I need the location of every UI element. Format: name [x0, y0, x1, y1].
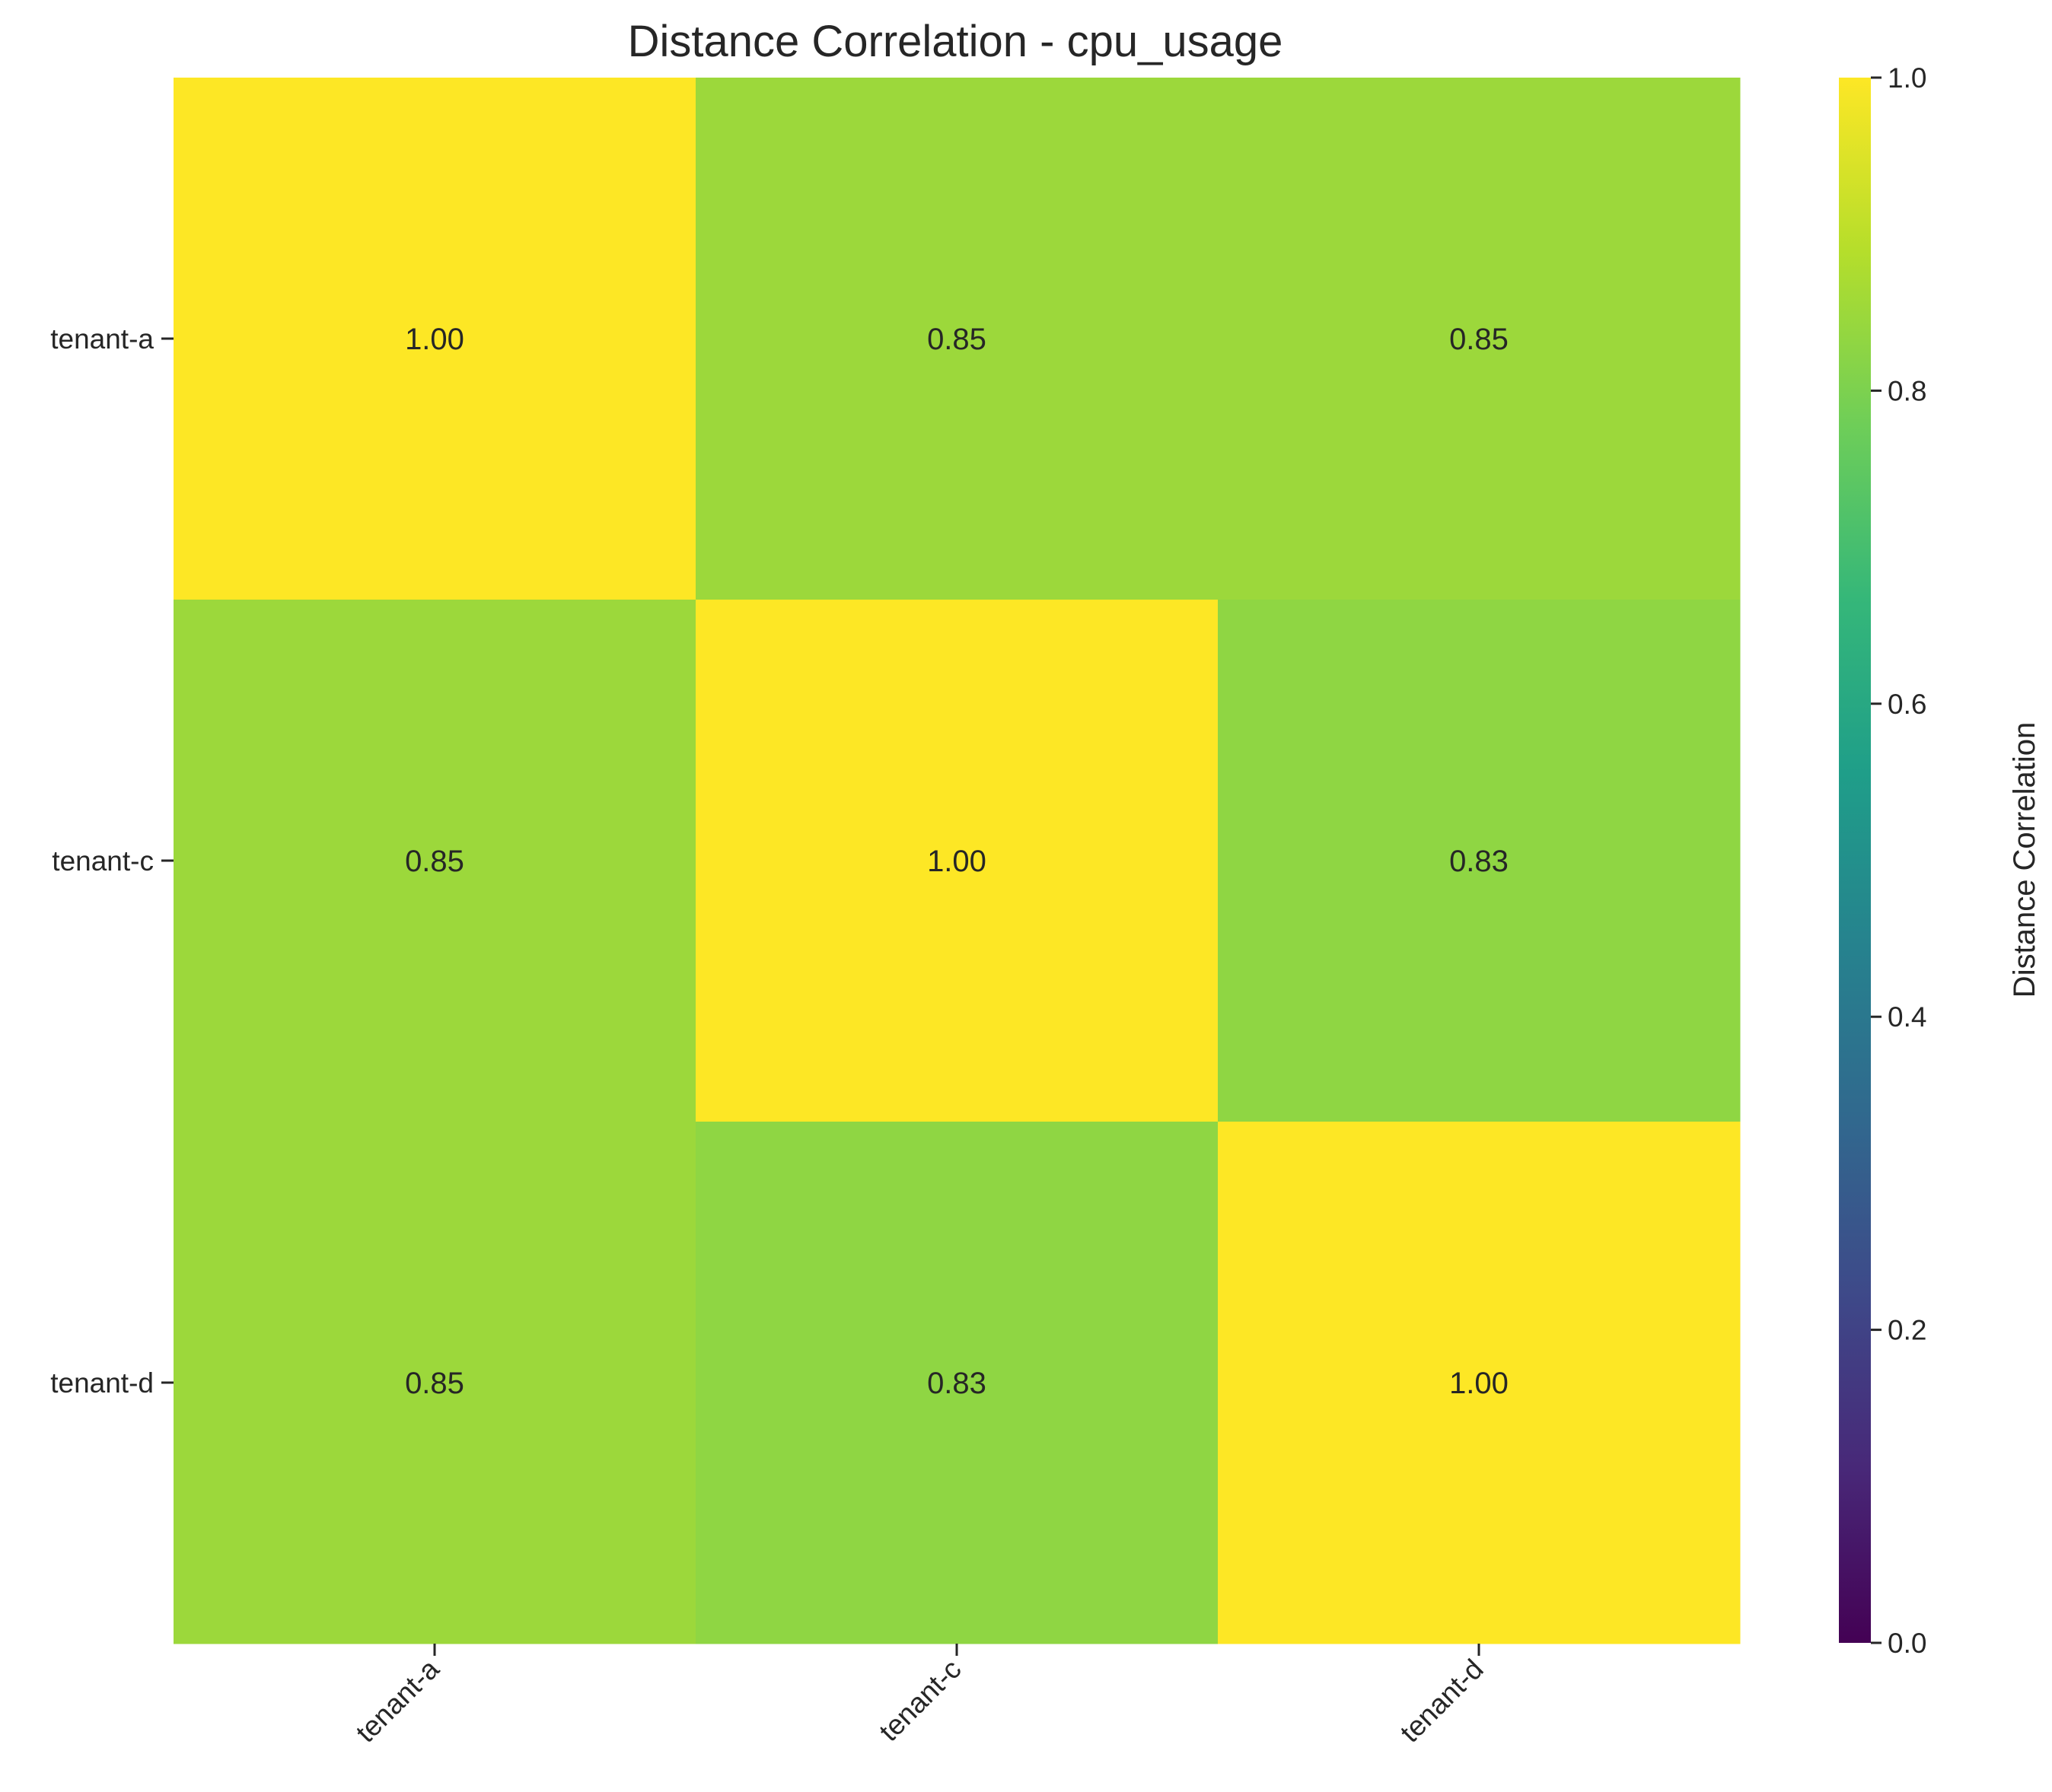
colorbar-label: Distance Correlation — [2008, 722, 2041, 998]
chart-title: Distance Correlation - cpu_usage — [628, 17, 1283, 66]
row-tick-label: tenant-d — [50, 1367, 154, 1399]
cell-value-label: 1.00 — [1449, 1367, 1509, 1400]
column-tick-label: tenant-a — [350, 1653, 445, 1748]
cell-value-label: 0.85 — [405, 1367, 464, 1400]
heatmap-cell-tenant-a-tenant-c — [696, 78, 1219, 600]
cell-value-label: 1.00 — [927, 845, 986, 878]
heatmap-cell-tenant-d-tenant-d — [1218, 1122, 1741, 1644]
heatmap-cell-tenant-c-tenant-a — [174, 600, 696, 1122]
colorbar-gradient — [1839, 78, 1871, 1643]
cell-value-label: 0.83 — [1449, 845, 1509, 878]
colorbar-tick-label: 0.0 — [1888, 1628, 1926, 1659]
heatmap-cell-tenant-d-tenant-c — [696, 1122, 1219, 1644]
heatmap-cell-tenant-d-tenant-a — [174, 1122, 696, 1644]
colorbar-tick-label: 0.4 — [1888, 1001, 1926, 1033]
colorbar-tick-label: 0.8 — [1888, 375, 1926, 406]
colorbar: 0.0 0.2 0.4 0.6 0.8 1.0 Distance Correlation — [1839, 62, 2041, 1659]
colorbar-tick-label: 1.0 — [1888, 62, 1926, 94]
row-tick-label: tenant-a — [50, 323, 154, 355]
heatmap-cell-tenant-a-tenant-a — [174, 78, 696, 600]
colorbar-tick-label: 0.2 — [1888, 1315, 1926, 1346]
column-tick-label: tenant-c — [873, 1654, 967, 1748]
column-axis: tenant-a tenant-c tenant-d — [350, 1644, 1490, 1749]
colorbar-tick-label: 0.6 — [1888, 689, 1926, 720]
cell-value-label: 0.85 — [405, 845, 464, 878]
cell-value-label: 0.85 — [927, 323, 986, 356]
colorbar-ticks: 0.0 0.2 0.4 0.6 0.8 1.0 — [1871, 62, 1926, 1659]
heatmap-cell-tenant-c-tenant-c — [696, 600, 1219, 1122]
heatmap-cell-labels: 1.00 0.85 0.85 0.85 1.00 0.83 0.85 0.83 1.00 — [405, 323, 1509, 1400]
cell-value-label: 1.00 — [405, 323, 464, 356]
cell-value-label: 0.85 — [1449, 323, 1509, 356]
row-axis: tenant-a tenant-c tenant-d — [50, 323, 174, 1399]
heatmap-cells — [174, 78, 1741, 1644]
heatmap-cell-tenant-c-tenant-d — [1218, 600, 1741, 1122]
heatmap-cell-tenant-a-tenant-d — [1218, 78, 1741, 600]
column-tick-label: tenant-d — [1394, 1654, 1490, 1749]
cell-value-label: 0.83 — [927, 1367, 986, 1400]
row-tick-label: tenant-c — [52, 845, 154, 877]
